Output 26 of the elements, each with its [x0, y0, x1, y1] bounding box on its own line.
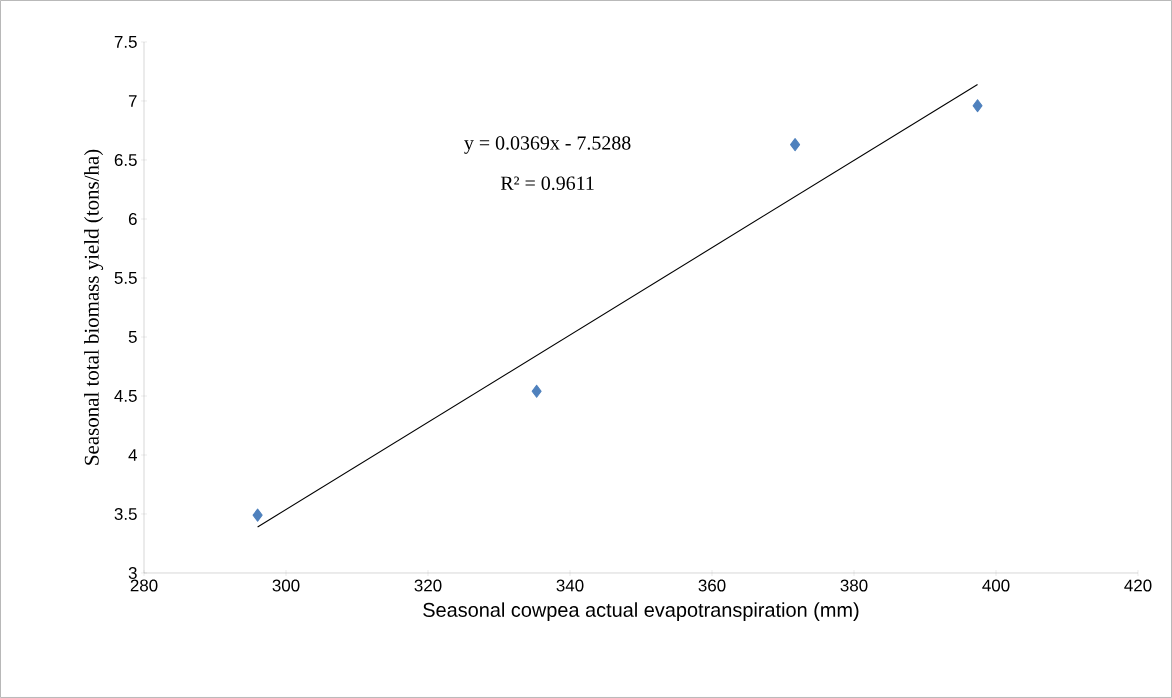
point: [252, 508, 263, 522]
x-tick-label: 280: [130, 579, 158, 592]
x-tick-label: 300: [272, 579, 300, 592]
x-tick-label: 380: [840, 579, 868, 592]
x-tick-label: 400: [982, 579, 1010, 592]
x-tick-label: 320: [414, 579, 442, 592]
y-tick-label: 7: [128, 95, 137, 107]
point: [531, 384, 542, 398]
y-tick-label: 7.5: [114, 36, 137, 48]
y-tick-label: 5: [128, 331, 137, 343]
x-axis-title: Seasonal cowpea actual evapotranspiration (mm): [423, 602, 859, 621]
y-tick-label: 4: [128, 449, 137, 461]
x-tick-label: 360: [698, 579, 726, 592]
y-tick-label: 4.5: [114, 390, 137, 402]
y-tick-label: 3.5: [114, 507, 137, 520]
point: [790, 138, 801, 152]
y-axis-title: Seasonal total biomass yield (tons/ha): [84, 149, 104, 465]
point: [972, 99, 983, 113]
annotation: y = 0.0369x - 7.5288: [464, 136, 631, 154]
x-tick-label: 420: [1124, 579, 1152, 592]
y-tick-label: 5.5: [114, 272, 137, 284]
y-tick-label: 6: [128, 212, 137, 225]
x-tick-label: 340: [556, 579, 584, 592]
y-tick-label: 3: [128, 566, 137, 579]
y-tick-label: 6.5: [114, 153, 137, 166]
annotation: R² = 0.9611: [500, 176, 594, 190]
